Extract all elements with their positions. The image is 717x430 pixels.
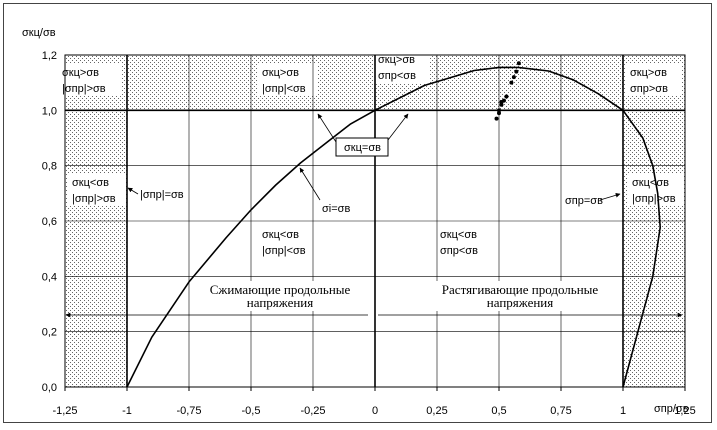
label-clear [374, 52, 430, 84]
x-tick-label: 0,25 [426, 405, 447, 417]
compress-title-2: напряжения [247, 295, 313, 310]
data-point [514, 69, 519, 74]
x-tick-label: 0 [372, 405, 378, 417]
y-tick-label: 0,0 [42, 382, 57, 394]
anno-center-left-2: |σпр|<σв [262, 245, 306, 257]
data-point [504, 94, 509, 99]
data-point [497, 108, 501, 113]
data-point [494, 116, 499, 121]
x-tick-label: -0,75 [176, 405, 201, 417]
anno-mid-left-2: |σпр|>σв [72, 193, 116, 205]
anno-top-midright-2: σпр<σв [378, 70, 416, 82]
compress-title-1: Сжимающие продольные [210, 282, 351, 297]
anno-right-vertical: σпр=σв [565, 195, 603, 207]
tension-label-bg [430, 281, 608, 311]
hatched-regions [60, 52, 685, 387]
data-point [509, 80, 514, 85]
y-tick-label: 1,0 [42, 105, 57, 117]
y-tick-label: 0,8 [42, 161, 57, 173]
tension-title-2: напряжения [487, 295, 553, 310]
x-tick-label: -1,25 [52, 405, 77, 417]
x-tick-label: 1,25 [674, 405, 695, 417]
arrow-box-right [387, 113, 409, 141]
anno-top-right-1: σкц>σв [630, 67, 667, 79]
arrow-si [299, 167, 321, 201]
arrow-box-left [317, 113, 337, 143]
data-point [499, 102, 504, 107]
x-axis-label: σпр/σв [654, 403, 689, 415]
label-clear [258, 64, 318, 96]
annotations: σкц>σв |σпр|>σв σкц>σв |σпр|<σв σкц>σв σ… [62, 54, 683, 318]
y-axis-label: σкц/σв [22, 27, 56, 39]
anno-mid-right-2: |σпр|>σв [632, 193, 676, 205]
x-tick-label: 0,5 [491, 405, 506, 417]
anno-left-vertical: |σпр|=σв [140, 189, 184, 201]
anno-mid-right-1: σкц<σв [632, 177, 669, 189]
chart-frame [3, 3, 712, 423]
axes: -1,25 -1 -0,75 -0,5 -0,25 0 0,25 0,5 0,75 1 1,25 0,… [42, 50, 696, 417]
label-clear [60, 64, 122, 96]
compress-label-bg [200, 281, 360, 311]
box-label: σкц=σв [344, 142, 381, 154]
arrow-left-vertical [127, 187, 139, 195]
arrow-right-vertical [599, 192, 621, 201]
series-curve [126, 66, 661, 388]
data-point [516, 61, 521, 66]
y-tick-label: 1,2 [42, 50, 57, 62]
anno-top-left-2: |σпр|>σв [62, 83, 106, 95]
anno-center-right-2: σпр<σв [440, 245, 478, 257]
anno-top-midleft-2: |σпр|<σв [262, 83, 306, 95]
data-point [497, 111, 501, 116]
x-tick-label: -1 [122, 405, 132, 417]
tension-title-1: Растягивающие продольные [442, 282, 599, 297]
anno-center-right-1: σкц<σв [440, 229, 477, 241]
label-clear [68, 174, 126, 206]
y-tick-label: 0,4 [42, 271, 57, 283]
x-tick-label: 0,75 [550, 405, 571, 417]
anno-center-left-1: σкц<σв [262, 229, 299, 241]
x-tick-label: -0,5 [242, 405, 261, 417]
anno-top-midleft-1: σкц>σв [262, 67, 299, 79]
x-tick-label: 1 [620, 405, 626, 417]
anno-top-midright-1: σкц>σв [378, 54, 415, 66]
anno-mid-left-1: σкц<σв [72, 177, 109, 189]
anno-si: σi=σв [322, 203, 350, 215]
data-point [499, 100, 504, 105]
data-point [511, 75, 516, 80]
y-tick-label: 0,2 [42, 327, 57, 339]
anno-top-right-2: σпр>σв [630, 83, 668, 95]
anno-top-left-1: σкц>σв [62, 67, 99, 79]
points-layer [494, 61, 521, 121]
x-tick-label: -0,25 [300, 405, 325, 417]
box-label-frame [335, 137, 389, 157]
curve-layer [126, 66, 661, 388]
y-tick-label: 0,6 [42, 216, 57, 228]
label-clear [626, 64, 682, 96]
